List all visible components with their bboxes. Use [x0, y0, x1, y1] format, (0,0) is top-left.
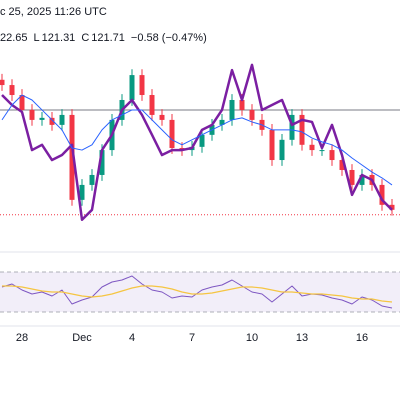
ohlc-value: −0.58 (−0.47%): [131, 32, 207, 44]
candle-body: [79, 184, 85, 200]
x-tick-label: 7: [189, 332, 195, 344]
ohlc-key: C: [81, 32, 89, 44]
x-tick-label: 10: [246, 332, 258, 344]
ohlc-value: 22.65: [0, 32, 28, 44]
candle-body: [49, 117, 55, 125]
candle-body: [9, 85, 15, 96]
candle-body: [299, 114, 305, 145]
header: c 25, 2025 11:26 UTC 22.65 L 121.31 C 121.71…: [0, 6, 207, 44]
candle-body: [339, 160, 345, 170]
candle-body: [129, 75, 135, 100]
candle-body: [39, 117, 45, 120]
candle-body: [219, 119, 225, 125]
candle-body: [99, 150, 105, 175]
candle-body: [159, 114, 165, 120]
plot-area: 28 Dec 4 7 10 13 16: [0, 63, 400, 344]
candle-body: [169, 119, 175, 149]
x-tick-label: 13: [296, 332, 308, 344]
candle-body: [269, 129, 275, 161]
candle-body: [249, 109, 255, 120]
candle-body: [59, 114, 65, 125]
indicator-line: [2, 285, 393, 303]
candle-body: [289, 114, 295, 140]
candle-body: [279, 139, 285, 161]
x-tick-label: 28: [16, 332, 28, 344]
candle-body: [329, 150, 335, 161]
x-tick-label: 16: [356, 332, 368, 344]
indicator-line: [1, 94, 393, 186]
candle-body: [379, 184, 385, 205]
ohlc-value: 121.71: [91, 32, 125, 44]
candle-body: [149, 95, 155, 115]
candle-body: [239, 99, 245, 110]
candle-body: [89, 174, 95, 185]
candle-body: [389, 204, 395, 210]
candle-body: [19, 95, 25, 110]
candle-body: [349, 169, 355, 185]
candle-body: [0, 79, 5, 86]
ohlc-value: 121.31: [42, 32, 76, 44]
candle-body: [309, 144, 315, 151]
candle-body: [29, 109, 35, 120]
candle-body: [319, 150, 325, 152]
candle-body: [199, 134, 205, 147]
candle-body: [229, 99, 235, 120]
x-tick-label: Dec: [72, 332, 92, 344]
indicator-line: [1, 63, 393, 222]
candle-body: [69, 114, 75, 200]
timestamp: c 25, 2025 11:26 UTC: [0, 6, 107, 18]
candle-body: [139, 75, 145, 96]
candle-body: [359, 174, 365, 185]
x-tick-label: 4: [129, 332, 135, 344]
ohlc-key: L: [34, 32, 40, 44]
